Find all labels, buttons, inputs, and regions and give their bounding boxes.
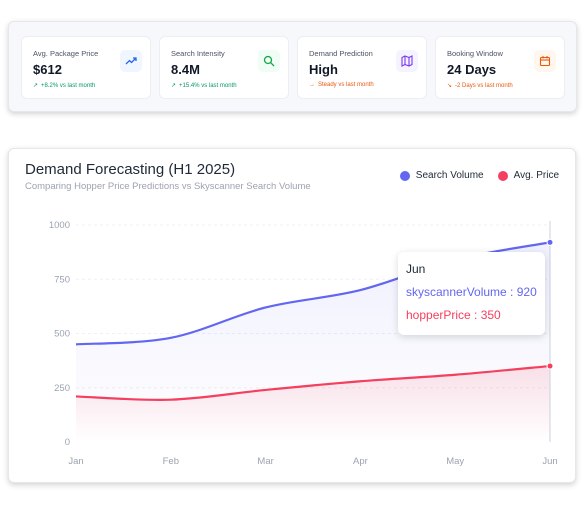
legend-label: Avg. Price (513, 170, 559, 181)
legend-dot (399, 170, 410, 181)
active-point-hopperPrice (546, 362, 554, 370)
kpi-label: Avg. Package Price (33, 49, 99, 58)
kpi-trend: → Steady vs last month (309, 82, 374, 88)
x-tick-label: Jun (542, 456, 557, 467)
calendar-icon (534, 50, 556, 72)
y-tick-label: 250 (54, 383, 70, 394)
kpi-value: High (309, 62, 338, 77)
y-tick-label: 750 (54, 274, 70, 285)
chart-legend: Search Volume Avg. Price (399, 170, 559, 181)
chart-panel: Demand Forecasting (H1 2025) Comparing H… (8, 148, 576, 483)
kpi-trend: ↗ +8.2% vs last month (33, 83, 96, 89)
tooltip-row-price: hopperPrice : 350 (406, 308, 501, 322)
series-line-hopperPrice (75, 364, 551, 401)
kpi-trend: ↗ +15.4% vs last month (171, 83, 237, 89)
kpi-card-booking-window[interactable]: Booking Window 24 Days ↘ -2 Days vs last … (435, 36, 565, 99)
x-tick-label: Jan (68, 456, 83, 467)
kpi-value: $612 (33, 62, 62, 77)
tooltip-title: Jun (406, 262, 426, 276)
trending-up-icon (120, 50, 142, 72)
y-tick-label: 500 (54, 329, 70, 340)
legend-item-avg-price[interactable]: Avg. Price (497, 170, 559, 181)
legend-dot (497, 170, 508, 181)
tooltip-row-volume: skyscannerVolume : 920 (406, 285, 537, 299)
kpi-trend: ↘ -2 Days vs last month (447, 83, 513, 89)
kpi-card-avg-package-price[interactable]: Avg. Package Price $612 ↗ +8.2% vs last m… (21, 36, 151, 99)
kpi-value: 24 Days (447, 62, 497, 77)
kpi-label: Demand Prediction (309, 49, 373, 58)
legend-item-search-volume[interactable]: Search Volume (399, 170, 484, 181)
kpi-panel: Avg. Package Price $612 ↗ +8.2% vs last m… (8, 21, 577, 112)
y-tick-label: 1000 (49, 220, 70, 231)
x-tick-label: May (446, 456, 464, 467)
kpi-label: Search Intensity (171, 49, 225, 58)
x-tick-label: Apr (353, 456, 368, 467)
x-tick-label: Mar (257, 456, 273, 467)
active-point-skyscannerVolume (546, 238, 554, 246)
kpi-card-demand-prediction[interactable]: Demand Prediction High → Steady vs last m… (297, 36, 427, 99)
map-icon (396, 50, 418, 72)
kpi-label: Booking Window (447, 49, 503, 58)
legend-label: Search Volume (415, 170, 484, 181)
chart-tooltip: Jun skyscannerVolume : 920 hopperPrice :… (398, 252, 545, 335)
series-area-hopperPrice (76, 366, 550, 442)
x-tick-label: Feb (163, 456, 179, 467)
chart-subtitle: Comparing Hopper Price Predictions vs Sk… (25, 181, 311, 192)
kpi-card-search-intensity[interactable]: Search Intensity 8.4M ↗ +15.4% vs last mo… (159, 36, 289, 99)
search-icon (258, 50, 280, 72)
y-tick-label: 0 (65, 437, 70, 448)
chart-title: Demand Forecasting (H1 2025) (25, 161, 236, 178)
kpi-value: 8.4M (171, 62, 200, 77)
